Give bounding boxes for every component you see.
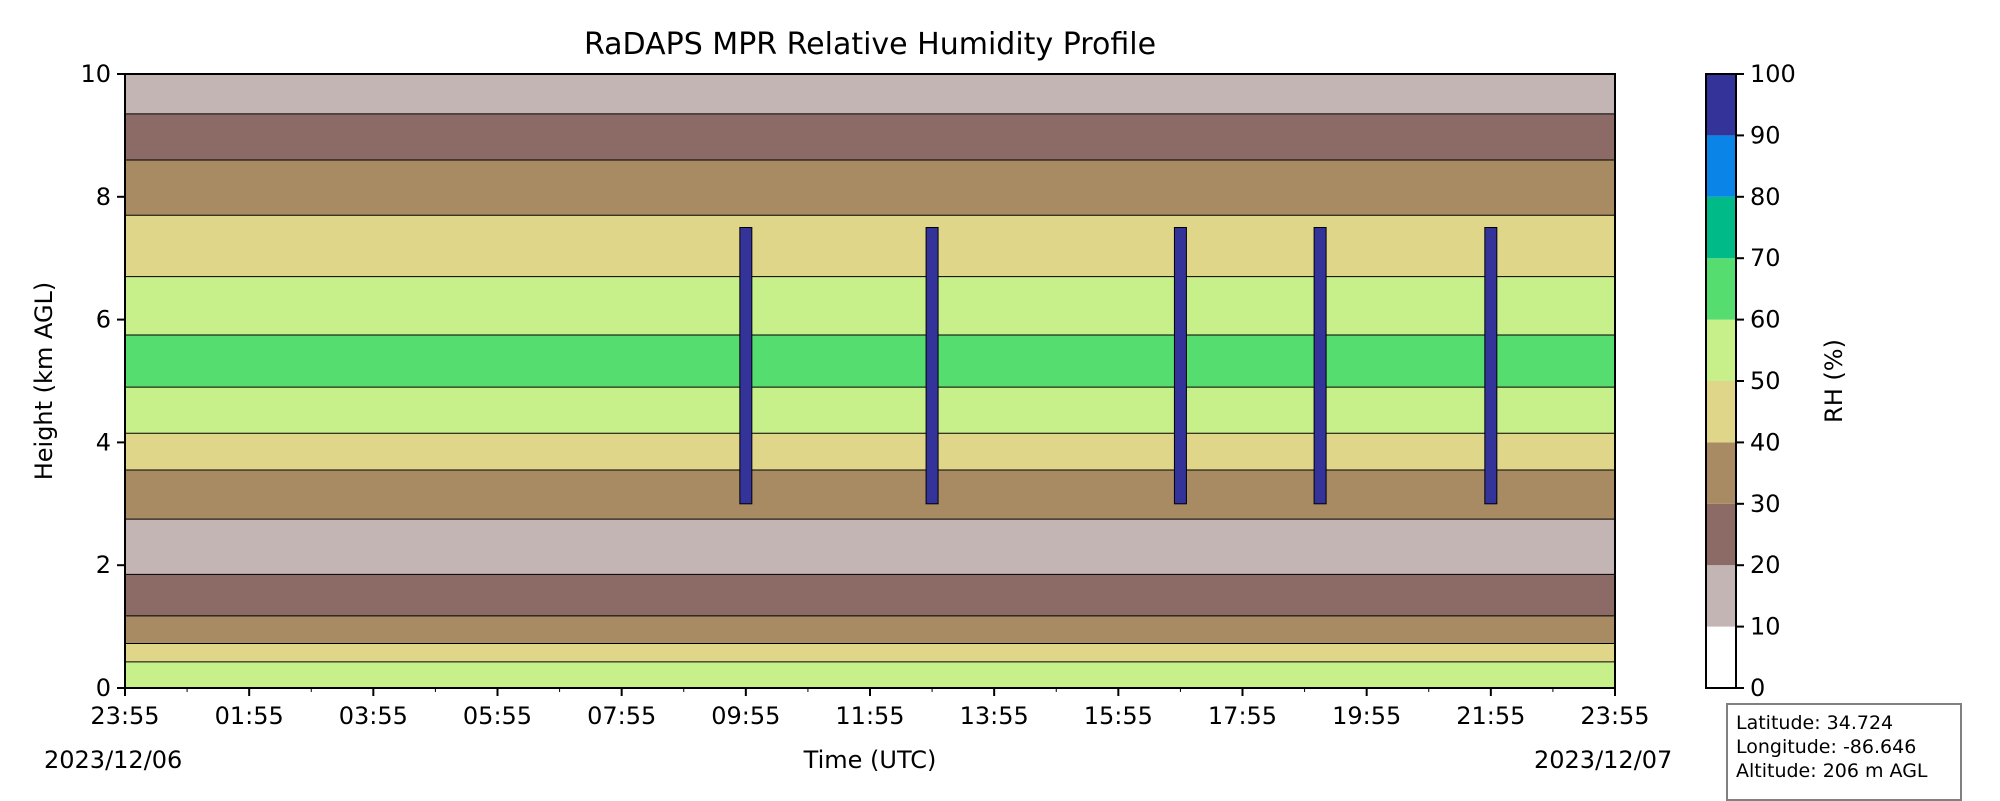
colorbar-segment (1706, 381, 1736, 443)
colorbar-tick-label: 50 (1750, 367, 1781, 395)
chart-title: RaDAPS MPR Relative Humidity Profile (584, 27, 1156, 62)
colorbar-tick-label: 40 (1750, 428, 1781, 456)
rh-band (125, 387, 1615, 434)
colorbar-segment (1706, 74, 1736, 136)
colorbar-segment (1706, 442, 1736, 504)
rh-band (125, 470, 1615, 520)
rh-band (125, 113, 1615, 160)
longitude-text: Longitude: -86.646 (1736, 736, 1917, 758)
y-tick-label: 0 (96, 674, 111, 702)
colorbar-label: RH (%) (1820, 339, 1848, 423)
x-tick-label: 13:55 (960, 702, 1029, 730)
x-tick-label: 19:55 (1332, 702, 1401, 730)
colorbar-tick-label: 60 (1750, 306, 1781, 334)
x-tick-label: 15:55 (1084, 702, 1153, 730)
moist-column (1484, 227, 1498, 505)
colorbar-tick-label: 20 (1750, 551, 1781, 579)
colorbar-segment (1706, 503, 1736, 566)
colorbar-tick-label: 10 (1750, 613, 1781, 641)
y-tick-label: 10 (80, 60, 111, 88)
x-axis: 23:55 01:55 03:55 05:55 07:55 09:55 11:55 13:55… (90, 688, 1650, 730)
x-tick-label: 03:55 (339, 702, 408, 730)
colorbar-segment (1706, 135, 1736, 197)
rh-band (125, 74, 1615, 114)
moist-column (1313, 227, 1327, 505)
plot-area (124, 73, 1616, 689)
x-tick-label: 05:55 (463, 702, 532, 730)
colorbar-segment (1706, 196, 1736, 259)
moist-column (739, 227, 753, 505)
date-end-label: 2023/12/07 (1534, 746, 1672, 774)
rh-band (125, 574, 1615, 616)
rh-band (125, 334, 1615, 388)
colorbar-segment (1706, 626, 1736, 688)
x-tick-label: 17:55 (1208, 702, 1277, 730)
colorbar-tick-label: 80 (1750, 183, 1781, 211)
moist-column (925, 227, 939, 505)
rh-bands (125, 74, 1615, 688)
x-tick-label: 11:55 (835, 702, 904, 730)
colorbar-tick-label: 70 (1750, 244, 1781, 272)
colorbar-tick-label: 30 (1750, 490, 1781, 518)
x-tick-label: 07:55 (587, 702, 656, 730)
moist-column (1173, 227, 1187, 505)
colorbar-segment (1706, 258, 1736, 320)
rh-band (125, 615, 1615, 644)
rh-band (125, 276, 1615, 335)
colorbar-tick-label: 0 (1750, 674, 1765, 702)
x-axis-label: Time (UTC) (803, 746, 937, 774)
station-info-box: Latitude: 34.724 Longitude: -86.646 Alti… (1726, 703, 1962, 801)
x-tick-label: 01:55 (215, 702, 284, 730)
x-tick-label: 23:55 (90, 702, 159, 730)
y-tick-label: 2 (96, 551, 111, 579)
colorbar-tick-label: 90 (1750, 121, 1781, 149)
rh-band (125, 519, 1615, 575)
x-tick-label: 21:55 (1456, 702, 1525, 730)
rh-band (125, 661, 1615, 688)
rh-band (125, 643, 1615, 662)
rh-band (125, 159, 1615, 216)
date-start-label: 2023/12/06 (44, 746, 182, 774)
y-axis-label: Height (km AGL) (30, 282, 58, 481)
y-tick-label: 8 (96, 183, 111, 211)
colorbar-segment (1706, 319, 1736, 381)
rh-band (125, 215, 1615, 277)
colorbar-tick-label: 100 (1750, 60, 1796, 88)
colorbar-segment (1706, 565, 1736, 627)
x-tick-label: 23:55 (1580, 702, 1649, 730)
altitude-text: Altitude: 206 m AGL (1736, 760, 1928, 782)
moist-columns (739, 227, 1498, 505)
x-tick-label: 09:55 (711, 702, 780, 730)
y-tick-label: 6 (96, 306, 111, 334)
colorbar: 0 10 20 30 40 50 60 70 80 90 100 (1705, 60, 1796, 702)
latitude-text: Latitude: 34.724 (1736, 712, 1894, 734)
y-tick-label: 4 (96, 428, 111, 456)
rh-band (125, 433, 1615, 471)
y-axis: 0 2 4 6 8 10 (80, 60, 125, 702)
